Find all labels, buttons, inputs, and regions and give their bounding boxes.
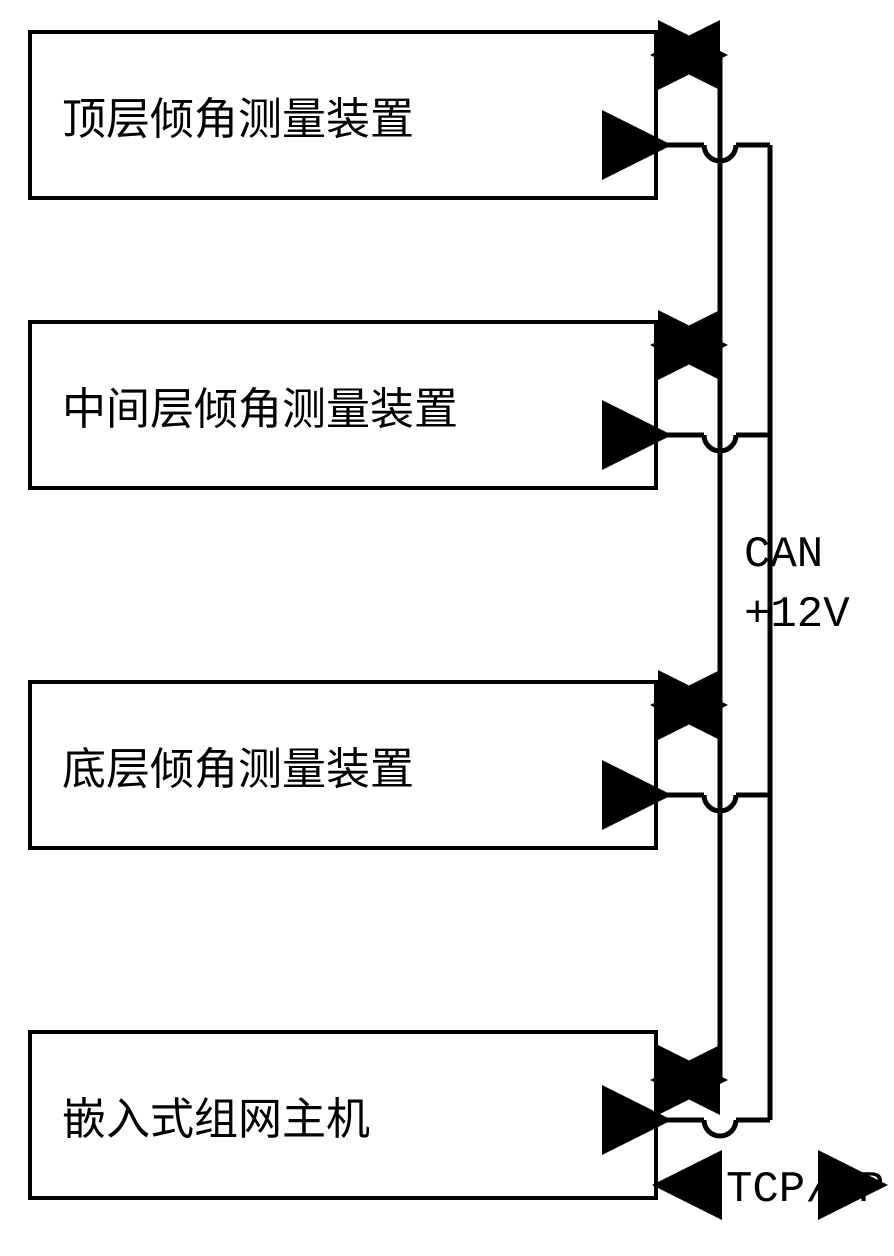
box-bottom-layer: 底层倾角测量装置 [28,680,658,850]
box-top-layer: 顶层倾角测量装置 [28,30,658,200]
box-host-label: 嵌入式组网主机 [62,1083,370,1147]
box-host: 嵌入式组网主机 [28,1030,658,1200]
block-diagram: 顶层倾角测量装置 中间层倾角测量装置 底层倾角测量装置 嵌入式组网主机 CAN … [0,0,894,1256]
tcpip-label: TCP/IP [726,1165,884,1215]
box-top-label: 顶层倾角测量装置 [62,83,414,147]
power-bus-label: +12V [744,590,850,640]
box-middle-label: 中间层倾角测量装置 [62,373,458,437]
can-bus-label: CAN [744,530,823,580]
box-bottom-label: 底层倾角测量装置 [62,733,414,797]
box-middle-layer: 中间层倾角测量装置 [28,320,658,490]
